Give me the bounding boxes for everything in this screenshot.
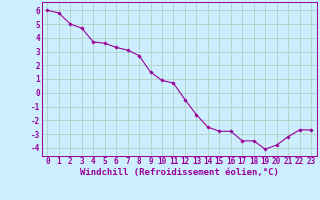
X-axis label: Windchill (Refroidissement éolien,°C): Windchill (Refroidissement éolien,°C) (80, 168, 279, 177)
